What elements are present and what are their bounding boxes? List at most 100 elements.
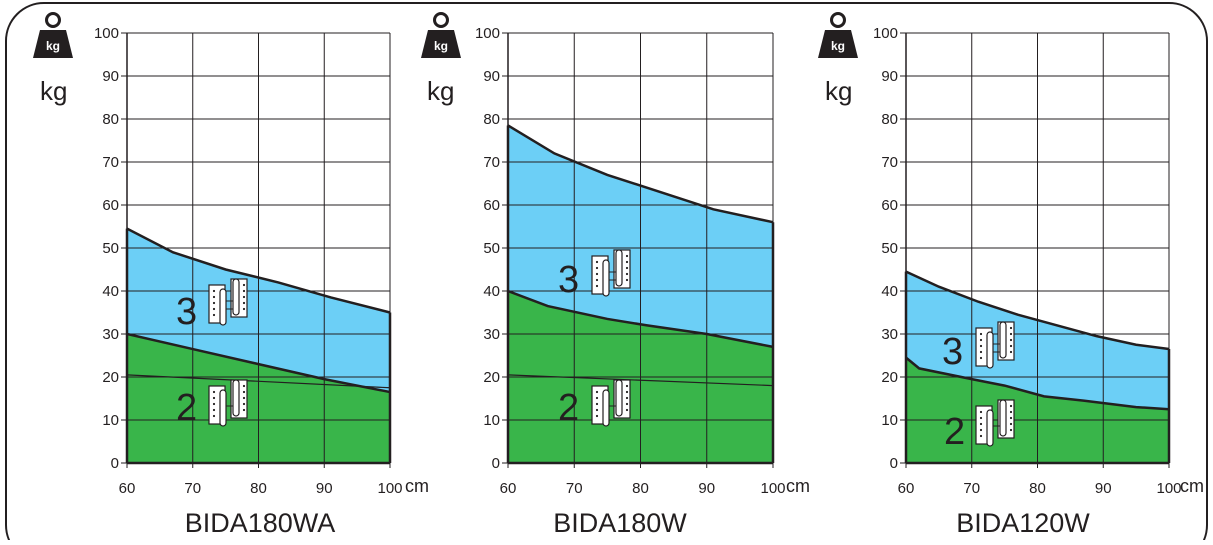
hinge-count-label-2: 2 <box>944 411 965 453</box>
weight-icon-text: kg <box>831 39 845 53</box>
hinge-screw <box>1009 326 1013 330</box>
hinge-screw <box>1009 344 1013 348</box>
y-tick-label: 0 <box>492 455 500 472</box>
x-unit-label: cm <box>405 476 429 496</box>
hinge-count-label-2: 2 <box>558 387 579 429</box>
hinge-knuckle-right <box>615 379 623 417</box>
hinge-knuckle-left <box>219 288 227 326</box>
hinge-screw <box>625 254 629 258</box>
hinge-screw <box>212 414 216 418</box>
x-tick-label: 70 <box>184 480 201 497</box>
hinge-count-label-3: 3 <box>942 331 963 373</box>
x-tick-label: 80 <box>632 480 649 497</box>
hinge-screw <box>625 384 629 388</box>
y-tick-label: 60 <box>483 197 500 214</box>
y-tick-label: 40 <box>102 283 119 300</box>
y-unit-label: kg <box>427 76 454 106</box>
model-title: BIDA180WA <box>185 508 336 538</box>
hinge-screw <box>979 344 983 348</box>
x-tick-label: 100 <box>1156 480 1181 497</box>
hinge-screw <box>212 390 216 394</box>
y-tick-label: 80 <box>483 111 500 128</box>
hinge-count-label-2: 2 <box>176 387 197 429</box>
y-tick-label: 10 <box>102 412 119 429</box>
hinge-screw <box>242 390 246 394</box>
hinge-screw <box>595 272 599 276</box>
y-unit-label: kg <box>40 76 67 106</box>
hinge-screw <box>1009 350 1013 354</box>
hinge-screw <box>979 338 983 342</box>
hinge-screw <box>212 301 216 305</box>
y-tick-label: 0 <box>111 455 119 472</box>
x-tick-label: 90 <box>1095 480 1112 497</box>
x-tick-label: 60 <box>119 480 136 497</box>
hinge-screw <box>595 260 599 264</box>
x-tick-label: 60 <box>500 480 517 497</box>
hinge-screw <box>212 295 216 299</box>
hinge-screw <box>1009 338 1013 342</box>
hinge-screw <box>625 278 629 282</box>
hinge-screw <box>979 350 983 354</box>
y-tick-label: 40 <box>483 283 500 300</box>
x-tick-label: 70 <box>963 480 980 497</box>
hinge-screw <box>1009 404 1013 408</box>
series-line-three-hinges <box>507 124 774 224</box>
x-tick-label: 80 <box>250 480 267 497</box>
hinge-screw <box>979 416 983 420</box>
x-tick-label: 100 <box>760 480 785 497</box>
y-tick-label: 90 <box>483 68 500 85</box>
series-line-two-hinges <box>126 332 391 394</box>
hinge-screw <box>625 396 629 400</box>
hinge-screw <box>242 384 246 388</box>
hinge-screw <box>212 313 216 317</box>
two-hinges-icon <box>975 399 1015 447</box>
series-line-three-hinges <box>126 227 391 314</box>
hinge-screw <box>242 402 246 406</box>
x-tick-label: 70 <box>566 480 583 497</box>
y-tick-label: 70 <box>881 154 898 171</box>
hinge-screw <box>242 301 246 305</box>
hinge-screw <box>979 356 983 360</box>
hinge-knuckle-left <box>986 409 994 447</box>
three-hinges-icon <box>975 321 1015 369</box>
y-tick-label: 20 <box>102 369 119 386</box>
y-tick-label: 0 <box>890 455 898 472</box>
reference-line <box>126 374 391 389</box>
hinge-screw <box>979 410 983 414</box>
y-tick-label: 70 <box>483 154 500 171</box>
weight-icon-text: kg <box>434 39 448 53</box>
reference-line <box>507 374 774 387</box>
hinge-screw <box>979 422 983 426</box>
hinge-screw <box>625 266 629 270</box>
y-tick-label: 100 <box>475 25 500 42</box>
hinge-screw <box>595 408 599 412</box>
y-tick-label: 30 <box>881 326 898 343</box>
y-tick-label: 10 <box>483 412 500 429</box>
hinge-knuckle-left <box>219 389 227 427</box>
y-tick-label: 80 <box>102 111 119 128</box>
two-hinges-icon <box>208 379 248 427</box>
hinge-screw <box>242 289 246 293</box>
hinge-screw <box>212 396 216 400</box>
plot-area: 0 10 20 30 40 50 60 70 80 90 100 60 70 80 90 100 <box>94 25 403 497</box>
hinge-screw <box>1009 428 1013 432</box>
hinge-screw <box>625 402 629 406</box>
svg-text:2: 2 <box>944 411 965 453</box>
y-tick-label: 100 <box>94 25 119 42</box>
hinge-screw <box>979 428 983 432</box>
y-tick-label: 50 <box>102 240 119 257</box>
hinge-knuckle-left <box>986 331 994 369</box>
hinge-screw <box>595 414 599 418</box>
hinge-screw <box>595 396 599 400</box>
x-tick-label: 80 <box>1029 480 1046 497</box>
hinge-screw <box>1009 410 1013 414</box>
svg-text:2: 2 <box>176 387 197 429</box>
series-line-two-hinges <box>905 356 1170 411</box>
svg-text:3: 3 <box>558 259 579 301</box>
hinge-count-label-3: 3 <box>176 291 197 333</box>
